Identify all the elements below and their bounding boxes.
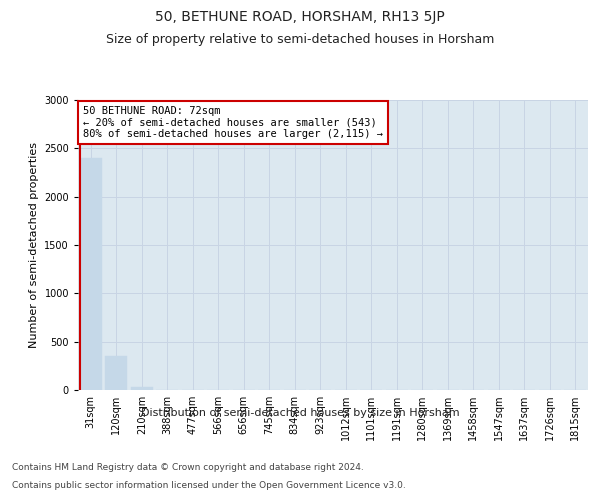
Text: 50 BETHUNE ROAD: 72sqm
← 20% of semi-detached houses are smaller (543)
80% of se: 50 BETHUNE ROAD: 72sqm ← 20% of semi-det… (83, 106, 383, 139)
Bar (106, 356, 127, 390)
Bar (131, 387, 152, 390)
Text: Contains HM Land Registry data © Crown copyright and database right 2024.: Contains HM Land Registry data © Crown c… (12, 464, 364, 472)
Y-axis label: Number of semi-detached properties: Number of semi-detached properties (29, 142, 38, 348)
Text: Size of property relative to semi-detached houses in Horsham: Size of property relative to semi-detach… (106, 32, 494, 46)
Text: Contains public sector information licensed under the Open Government Licence v3: Contains public sector information licen… (12, 481, 406, 490)
Text: Distribution of semi-detached houses by size in Horsham: Distribution of semi-detached houses by … (140, 408, 460, 418)
Text: 50, BETHUNE ROAD, HORSHAM, RH13 5JP: 50, BETHUNE ROAD, HORSHAM, RH13 5JP (155, 10, 445, 24)
Bar (80, 158, 101, 390)
